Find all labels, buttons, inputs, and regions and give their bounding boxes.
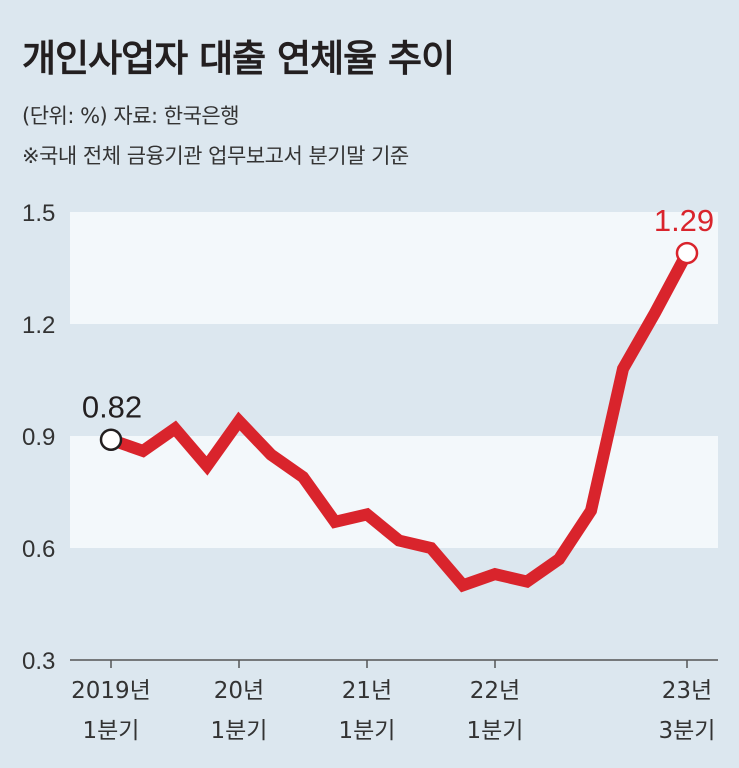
data-point-marker <box>99 428 123 451</box>
unit-source: (단위: %) 자료: 한국은행 <box>22 104 240 128</box>
y-tick-label: 1.5 <box>22 200 55 227</box>
data-label: 0.82 <box>82 390 142 425</box>
y-tick-label: 0.9 <box>22 424 55 451</box>
data-point-marker <box>675 241 699 265</box>
x-tick-label: 3분기 <box>659 718 716 744</box>
grid-band <box>70 212 718 324</box>
y-tick-label: 1.2 <box>22 312 55 339</box>
x-tick-label: 20년 <box>214 678 264 704</box>
x-tick-label: 1분기 <box>467 718 524 744</box>
chart-title: 개인사업자 대출 연체율 추이 <box>22 37 455 80</box>
x-tick-label: 1분기 <box>211 718 268 744</box>
data-line <box>109 250 693 593</box>
x-tick-label: 2019년 <box>71 678 151 704</box>
footnote: ※국내 전체 금융기관 업무보고서 분기말 기준 <box>22 144 409 168</box>
data-label: 1.29 <box>654 203 714 238</box>
x-tick-label: 21년 <box>342 678 392 704</box>
y-tick-label: 0.3 <box>22 648 55 675</box>
x-tick-label: 22년 <box>470 678 520 704</box>
x-tick-label: 1분기 <box>339 718 396 744</box>
y-tick-label: 0.6 <box>22 536 55 563</box>
x-tick-label: 23년 <box>662 678 712 704</box>
x-tick-label: 1분기 <box>83 718 140 744</box>
